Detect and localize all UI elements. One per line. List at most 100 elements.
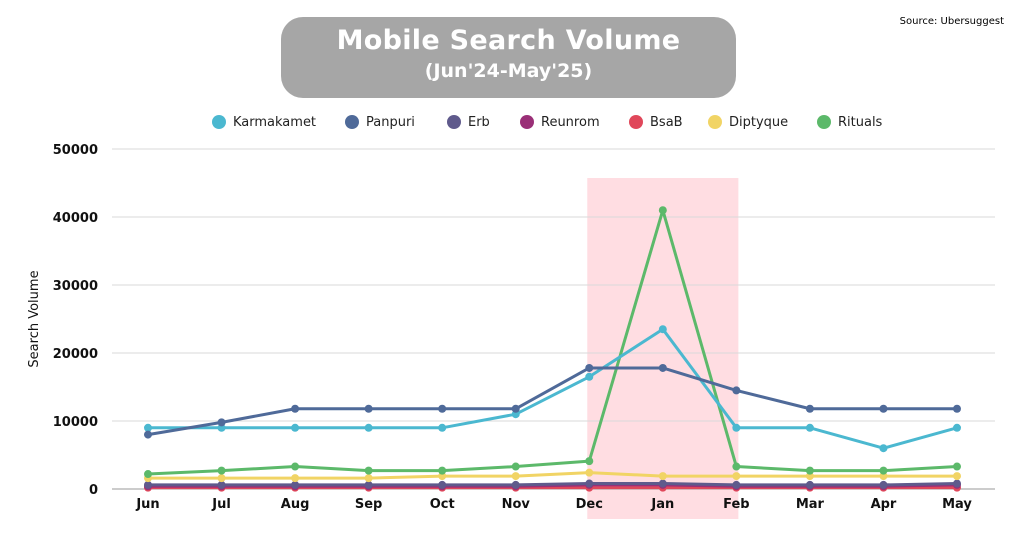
- chart-subtitle: (Jun'24-May'25): [424, 60, 593, 82]
- y-tick-label: 40000: [53, 211, 98, 226]
- legend-swatch: [520, 115, 534, 129]
- data-point: [658, 479, 667, 488]
- data-point: [438, 466, 447, 475]
- legend-label: Rituals: [838, 115, 883, 130]
- data-point: [364, 404, 373, 413]
- data-point: [217, 466, 226, 475]
- data-point: [438, 480, 447, 489]
- legend-label: BsaB: [650, 115, 683, 130]
- legend-swatch: [629, 115, 643, 129]
- data-point: [438, 404, 447, 413]
- data-point: [732, 462, 741, 471]
- data-point: [732, 480, 741, 489]
- legend-label: Reunrom: [541, 115, 600, 130]
- data-point: [585, 372, 594, 381]
- legend-swatch: [212, 115, 226, 129]
- data-point: [879, 404, 888, 413]
- legend-label: Erb: [468, 115, 490, 130]
- series-line: [148, 471, 957, 480]
- series-line: [148, 327, 958, 450]
- series-panpuri: [144, 363, 961, 439]
- data-point: [217, 480, 226, 489]
- legend-item-erb: Erb: [447, 115, 490, 130]
- data-point: [291, 480, 300, 489]
- y-tick-label: 50000: [53, 143, 98, 158]
- data-point: [144, 480, 152, 489]
- data-point: [953, 423, 961, 432]
- data-point: [585, 363, 594, 372]
- data-point: [879, 480, 888, 489]
- data-point: [585, 457, 594, 466]
- data-point: [805, 423, 814, 432]
- x-tick-label: Apr: [871, 497, 897, 512]
- chart-title-box: Mobile Search Volume (Jun'24-May'25): [281, 17, 736, 98]
- legend-label: Karmakamet: [233, 115, 316, 130]
- data-point: [291, 462, 300, 471]
- data-point: [953, 472, 961, 481]
- series-erb: [144, 479, 961, 489]
- legend-label: Panpuri: [366, 115, 415, 130]
- x-tick-label: Nov: [502, 497, 531, 512]
- data-point: [953, 462, 961, 471]
- y-tick-label: 30000: [53, 279, 98, 294]
- x-tick-label: Aug: [281, 497, 310, 512]
- data-point: [364, 474, 373, 483]
- x-tick-label: Mar: [796, 497, 825, 512]
- data-point: [953, 479, 961, 488]
- y-tick-label: 20000: [53, 347, 98, 362]
- data-point: [511, 480, 520, 489]
- data-point: [805, 480, 814, 489]
- axes: 0 10000 20000 30000 40000 50000 Jun Jul Aug Sep Oc…: [53, 143, 973, 512]
- data-point: [364, 480, 373, 489]
- data-point: [511, 472, 520, 481]
- legend-item-rituals: Rituals: [817, 115, 883, 130]
- chart-title: Mobile Search Volume: [336, 25, 681, 56]
- legend: Karmakamet Panpuri Erb Reunrom BsaB Diptyque R…: [212, 115, 883, 130]
- data-point: [144, 423, 152, 432]
- x-tick-label: Feb: [723, 497, 749, 512]
- data-point: [291, 404, 300, 413]
- series-line: [147, 208, 958, 476]
- legend-swatch: [708, 115, 722, 129]
- x-tick-label: Dec: [576, 497, 603, 512]
- data-point: [658, 325, 667, 334]
- series-lines: [144, 206, 961, 492]
- series-rituals: [144, 206, 961, 479]
- data-point: [511, 462, 520, 471]
- data-point: [585, 479, 594, 488]
- series-line: [148, 482, 958, 487]
- legend-swatch: [447, 115, 461, 129]
- legend-label: Diptyque: [729, 115, 788, 130]
- data-point: [364, 423, 373, 432]
- data-point: [732, 386, 741, 395]
- data-point: [658, 472, 667, 481]
- x-tick-label: Jun: [135, 497, 159, 512]
- data-point: [144, 470, 152, 479]
- x-tick-label: Sep: [355, 497, 383, 512]
- x-tick-label: Oct: [430, 497, 455, 512]
- legend-item-karmakamet: Karmakamet: [212, 115, 316, 130]
- data-point: [511, 404, 520, 413]
- data-point: [291, 474, 300, 483]
- x-tick-label: Jul: [211, 497, 231, 512]
- gridlines: [112, 148, 995, 490]
- y-axis-label: Search Volume: [27, 270, 42, 367]
- data-point: [805, 404, 814, 413]
- legend-item-diptyque: Diptyque: [708, 115, 788, 130]
- legend-swatch: [345, 115, 359, 129]
- y-tick-label: 0: [89, 483, 98, 498]
- highlight-band-layer: [587, 178, 739, 519]
- data-point: [217, 474, 226, 483]
- data-point: [217, 418, 226, 427]
- data-point: [805, 466, 814, 475]
- data-point: [291, 423, 300, 432]
- source-note: Source: Ubersuggest: [899, 16, 1004, 27]
- data-point: [585, 468, 594, 477]
- x-tick-label: Jan: [650, 497, 674, 512]
- legend-swatch: [817, 115, 831, 129]
- data-point: [732, 423, 741, 432]
- data-point: [144, 430, 152, 439]
- legend-item-panpuri: Panpuri: [345, 115, 415, 130]
- highlight-band: [587, 178, 739, 519]
